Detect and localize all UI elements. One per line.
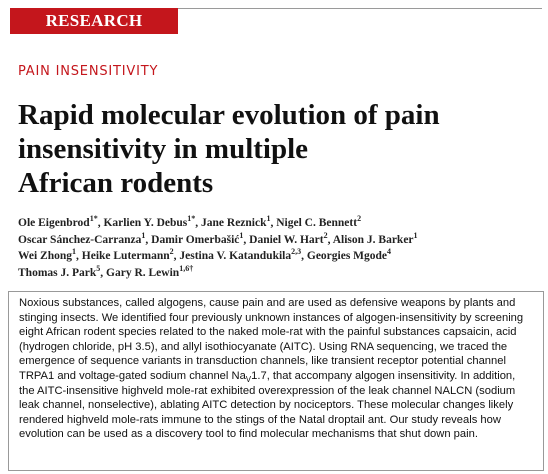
author: Georgies Mgode4	[306, 247, 392, 262]
affiliation: 1,6†	[179, 263, 194, 273]
subscript: V	[245, 375, 252, 385]
title-line: African rodents	[18, 167, 214, 199]
author: Ole Eigenbrod1*	[18, 214, 103, 229]
section-label: PAIN INSENSITIVITY	[18, 64, 159, 79]
author-name: Nigel C. Bennett	[276, 217, 358, 229]
affiliation: 1	[72, 247, 77, 257]
affiliation: 1	[413, 230, 418, 240]
banner: RESEARCH ARTICLE	[10, 8, 178, 56]
rule	[10, 8, 542, 9]
title-line: insensitivity in multiple	[18, 133, 309, 165]
affiliation: 1	[266, 214, 271, 224]
affiliation: 2	[357, 214, 362, 224]
author: Nigel C. Bennett2	[276, 214, 362, 229]
author: Jane Reznick1	[201, 214, 276, 229]
affiliation: 1	[239, 230, 244, 240]
affiliation: 2,3	[291, 247, 302, 257]
abstract-text: 1.7, that accompany algogen insensitivit…	[19, 369, 516, 441]
author-line: Ole Eigenbrod1*Karlien Y. Debus1*Jane Re…	[18, 215, 418, 232]
abstract-text: Noxious substances, called algogens, cau…	[19, 297, 524, 382]
author-name: Oscar Sánchez-Carranza	[18, 233, 142, 246]
affiliation: 5	[96, 263, 101, 273]
author-line: Wei Zhong1Heike Lutermann2Jestina V. Kat…	[18, 248, 418, 265]
title: Rapid molecular evolution of pain insensi…	[18, 98, 440, 200]
author-name: Thomas J. Park	[18, 266, 97, 279]
author-name: Alison J. Barker	[332, 233, 414, 246]
author-name: Jane Reznick	[201, 217, 267, 229]
author: Damir Omerbašić1	[151, 230, 249, 246]
affiliation: 1	[141, 230, 146, 240]
authors: Ole Eigenbrod1*Karlien Y. Debus1*Jane Re…	[18, 215, 418, 281]
author-name: Gary R. Lewin	[106, 266, 180, 279]
author-name: Karlien Y. Debus	[103, 217, 188, 229]
author: Daniel W. Hart2	[249, 230, 333, 246]
author: Gary R. Lewin1,6†	[106, 263, 194, 279]
title-line: Rapid molecular evolution of pain	[18, 99, 440, 131]
author: Oscar Sánchez-Carranza1	[18, 230, 151, 246]
author: Thomas J. Park5	[18, 263, 106, 279]
abstract: Noxious substances, called algogens, cau…	[8, 291, 544, 471]
author-name: Damir Omerbašić	[151, 233, 240, 246]
affiliation: 2	[323, 230, 328, 240]
author: Karlien Y. Debus1*	[103, 214, 201, 229]
author-line: Thomas J. Park5Gary R. Lewin1,6†	[18, 263, 418, 282]
affiliation: 1*	[89, 214, 98, 224]
author: Wei Zhong1	[18, 247, 82, 262]
affiliation: 4	[387, 247, 392, 257]
affiliation: 1*	[187, 214, 196, 224]
author-line: Oscar Sánchez-Carranza1Damir Omerbašić1D…	[18, 230, 418, 249]
author: Heike Lutermann2	[81, 247, 180, 262]
author-name: Wei Zhong	[18, 250, 73, 262]
author-name: Georgies Mgode	[306, 250, 388, 262]
author-name: Ole Eigenbrod	[18, 217, 90, 229]
affiliation: 2	[169, 247, 174, 257]
author-name: Heike Lutermann	[81, 250, 170, 262]
author: Alison J. Barker1	[332, 230, 418, 246]
author: Jestina V. Katandukila2,3	[179, 247, 307, 262]
author-name: Daniel W. Hart	[249, 233, 324, 246]
author-name: Jestina V. Katandukila	[179, 250, 292, 262]
